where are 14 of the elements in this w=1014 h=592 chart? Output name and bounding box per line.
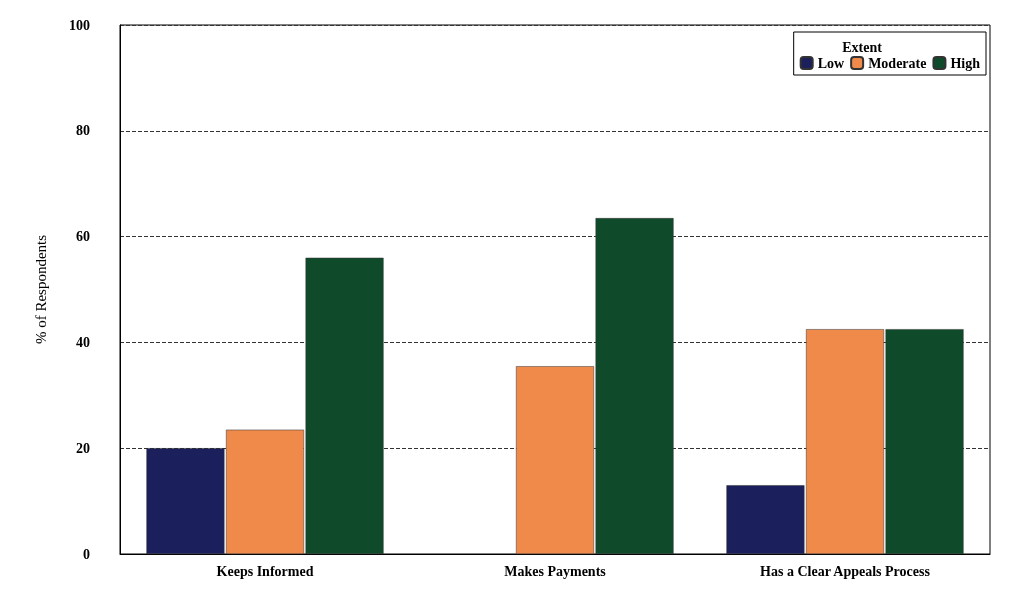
y-tick-label: 20 (76, 440, 90, 456)
legend-title: Extent (842, 39, 883, 55)
y-tick-label: 100 (69, 17, 90, 33)
legend-label: Moderate (868, 55, 927, 71)
x-tick-label: Has a Clear Appeals Process (760, 563, 931, 579)
x-tick-label: Makes Payments (504, 563, 607, 579)
y-tick-label: 80 (76, 123, 90, 139)
legend-label: Low (817, 55, 846, 71)
y-tick-label: 0 (83, 546, 90, 562)
legend-label: High (950, 55, 981, 71)
x-tick-label: Keeps Informed (216, 563, 314, 579)
y-tick-label: 40 (76, 334, 90, 350)
y-tick-label: 60 (76, 229, 90, 245)
y-axis-title: % of Respondents (32, 234, 49, 345)
